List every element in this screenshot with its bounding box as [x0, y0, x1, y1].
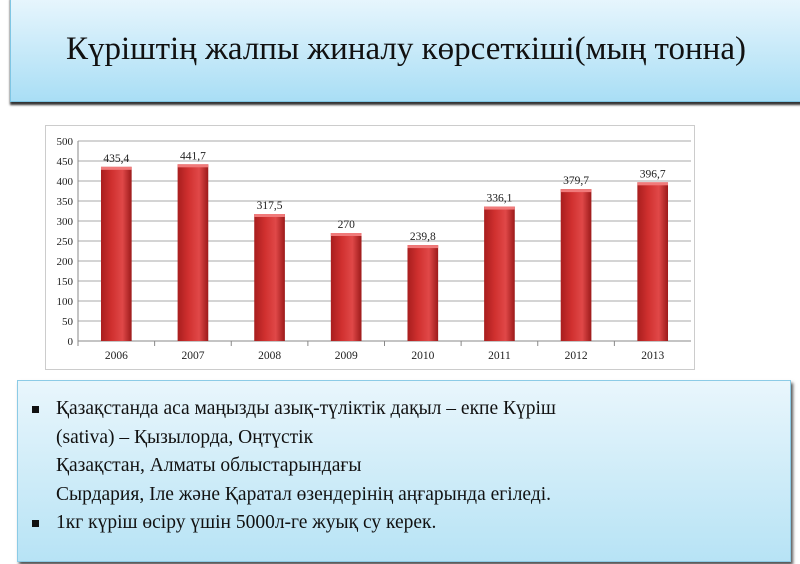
bullet-line: (sativa) – Қызылорда, Оңтүстік: [56, 426, 314, 448]
x-tick-label: 2013: [641, 350, 664, 362]
y-tick-label: 0: [68, 336, 74, 348]
x-tick-label: 2010: [411, 350, 434, 362]
data-label: 379,7: [563, 175, 589, 187]
x-tick-label: 2009: [335, 350, 358, 362]
bar-top: [637, 182, 669, 186]
bar: [100, 166, 132, 341]
y-tick-label: 350: [57, 196, 74, 208]
text-box: Қазақстанда аса маңызды азық-түліктік да…: [17, 380, 791, 562]
bullet-item: 1кг күріш өсіру үшін 5000л-ге жуық су ке…: [30, 509, 780, 538]
data-label: 441,7: [180, 150, 206, 162]
bullet-line: Қазақстанда аса маңызды азық-түліктік да…: [56, 398, 556, 419]
y-tick-label: 400: [57, 176, 74, 188]
bullet-line: 1кг күріш өсіру үшін 5000л-ге жуық су ке…: [56, 512, 437, 533]
y-tick-label: 150: [57, 276, 74, 288]
chart-svg: 0 50 100 150 200 250 300 350 400 450 500 435,4 2006 4…: [57, 136, 691, 362]
y-tick-label: 500: [57, 136, 74, 148]
bullet-list: Қазақстанда аса маңызды азық-түліктік да…: [30, 395, 780, 538]
bar-chart: 0 50 100 150 200 250 300 350 400 450 500 435,4 2006 4…: [45, 125, 695, 370]
y-tick-label: 50: [62, 316, 74, 328]
y-tick-label: 200: [57, 256, 74, 268]
x-tick-label: 2008: [258, 350, 281, 362]
bar: [484, 206, 515, 341]
title-box: Күріштің жалпы жиналу көрсеткіші(мың тон…: [10, 0, 800, 102]
x-tick-label: 2012: [565, 350, 588, 362]
bullet-line: Сырдария, Іле және Қаратал өзендерінің а…: [56, 483, 552, 505]
y-tick-label: 100: [57, 296, 74, 308]
bar-top: [330, 233, 362, 236]
bar-top: [560, 189, 592, 193]
bullet-icon: [32, 520, 39, 527]
x-tick-label: 2011: [488, 350, 511, 362]
data-label: 317,5: [257, 200, 283, 212]
x-tick-label: 2007: [181, 350, 204, 362]
bar-top: [177, 164, 209, 168]
data-label: 435,4: [103, 153, 129, 165]
bar-top: [407, 245, 439, 249]
bar: [330, 233, 362, 341]
y-tick-label: 250: [57, 236, 74, 248]
bar-top: [484, 206, 515, 210]
slide-title: Күріштің жалпы жиналу көрсеткіші(мың тон…: [66, 31, 746, 67]
bullet-icon: [32, 406, 39, 413]
bar-top: [100, 166, 132, 170]
bar: [177, 164, 209, 341]
bar-top: [254, 214, 285, 217]
bullet-item: Қазақстанда аса маңызды азық-түліктік да…: [30, 395, 780, 509]
bar: [637, 182, 669, 341]
x-tick-label: 2006: [105, 350, 128, 362]
bullet-line: Қазақстан, Алматы облыстарындағы: [56, 455, 362, 476]
data-label: 336,1: [487, 193, 513, 205]
data-label: 270: [338, 219, 356, 231]
bar: [407, 245, 439, 341]
data-label: 239,8: [410, 231, 436, 243]
bar: [560, 189, 592, 341]
data-label: 396,7: [640, 168, 666, 180]
bar: [254, 214, 285, 341]
y-tick-label: 300: [57, 216, 74, 228]
y-tick-label: 450: [57, 156, 74, 168]
